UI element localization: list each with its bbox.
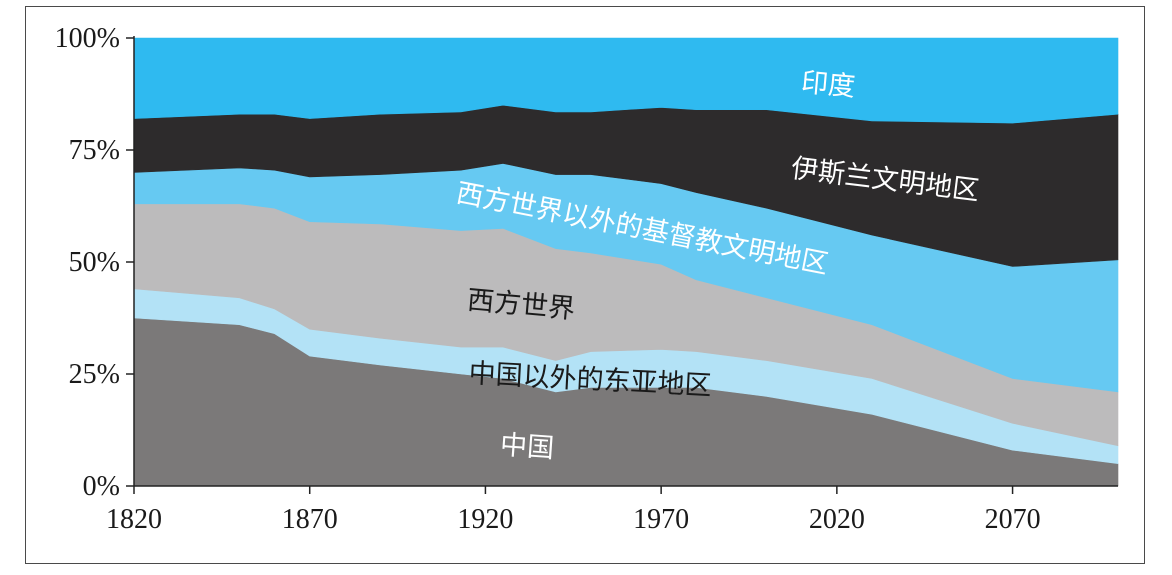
x-tick-label: 2020 bbox=[809, 504, 865, 535]
y-tick-label: 100% bbox=[55, 23, 120, 54]
y-tick-label: 50% bbox=[69, 247, 120, 278]
y-tick-label: 0% bbox=[83, 471, 120, 502]
x-tick-label: 1820 bbox=[106, 504, 162, 535]
area-series-5 bbox=[133, 37, 1119, 124]
region-label-5: 印度 bbox=[800, 67, 856, 103]
y-tick-label: 25% bbox=[69, 359, 120, 390]
axes-group: 0% 25% 50% 75% 100% 1820 1870 1920 1970 2020 2070 bbox=[55, 23, 1118, 535]
region-label-0: 中国 bbox=[499, 430, 555, 465]
x-tick-label: 1870 bbox=[282, 504, 338, 535]
area-series-group bbox=[133, 37, 1119, 487]
y-tick-label: 75% bbox=[69, 135, 120, 166]
x-tick-label: 2070 bbox=[985, 504, 1041, 535]
x-tick-label: 1920 bbox=[457, 504, 513, 535]
x-tick-label: 1970 bbox=[633, 504, 689, 535]
